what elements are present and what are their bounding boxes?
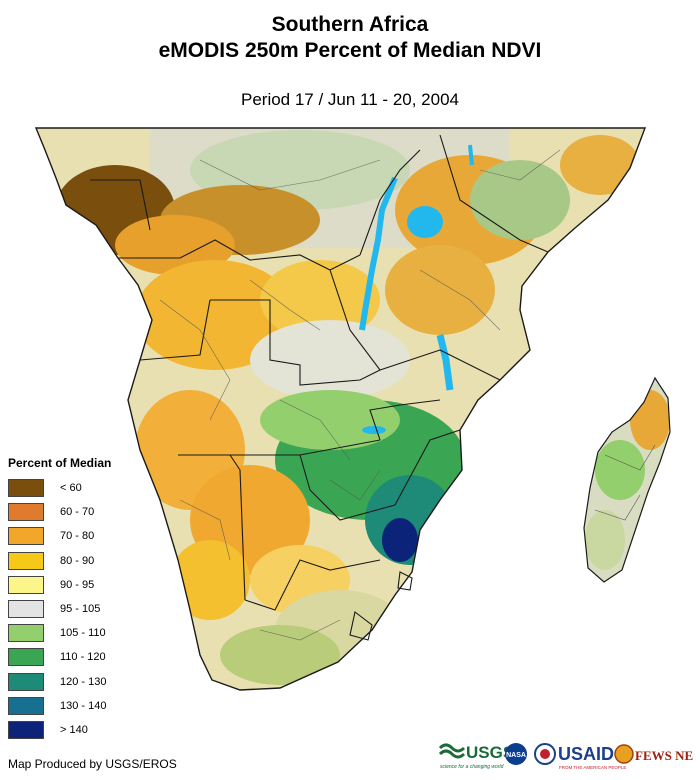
legend-item: 90 - 95: [8, 573, 138, 597]
province-borders: [159, 149, 561, 641]
map-subtitle: Period 17 / Jun 11 - 20, 2004: [240, 90, 459, 109]
map-title-line1: Southern Africa: [271, 13, 429, 36]
legend-label: > 140: [60, 723, 88, 736]
legend-item: 130 - 140: [8, 694, 138, 718]
usaid-tagline: FROM THE AMERICAN PEOPLE: [559, 765, 626, 770]
usgs-wordmark: USGS: [466, 743, 514, 762]
usaid-logo: USAID FROM THE AMERICAN PEOPLE: [558, 744, 626, 770]
legend-swatch: [8, 720, 44, 739]
legend-item: 80 - 90: [8, 549, 138, 573]
legend-label: 110 - 120: [60, 651, 106, 664]
usaid-seal-icon: [534, 743, 556, 765]
usaid-wordmark: USAID: [558, 744, 614, 764]
legend-items: < 60 60 - 70 70 - 80 80 - 90 90 - 95 95 - 105…: [8, 476, 138, 742]
legend-swatch: [8, 696, 44, 715]
legend-item: 105 - 110: [8, 621, 138, 645]
legend-label: 95 - 105: [60, 603, 101, 616]
usgs-tagline: science for a changing world: [440, 764, 504, 770]
madagascar-province-borders: [594, 444, 656, 521]
legend-item: < 60: [8, 476, 138, 500]
legend-swatch: [8, 551, 44, 570]
legend-item: > 140: [8, 718, 138, 742]
legend-swatch: [8, 648, 44, 667]
legend-label: < 60: [60, 482, 82, 495]
legend-label: 60 - 70: [60, 506, 95, 519]
legend-label: 120 - 130: [60, 675, 107, 688]
nasa-logo: NASA: [505, 743, 527, 765]
agency-logos: USGS science for a changing world NASA U…: [438, 743, 693, 770]
ndvi-raster: [55, 128, 640, 685]
legend-label: 105 - 110: [60, 627, 106, 640]
legend: Percent of Median < 60 60 - 70 70 - 80 80 -…: [8, 456, 138, 742]
legend-swatch: [8, 479, 44, 498]
legend-swatch: [8, 624, 44, 643]
legend-swatch: [8, 503, 44, 522]
legend-label: 70 - 80: [60, 530, 95, 543]
nasa-wordmark: NASA: [506, 752, 526, 759]
legend-swatch: [8, 527, 44, 546]
fews-net-logo: FEWS NET: [614, 744, 693, 764]
legend-swatch: [8, 672, 44, 691]
legend-item: 70 - 80: [8, 524, 138, 548]
legend-label: 130 - 140: [60, 699, 107, 712]
legend-swatch: [8, 575, 44, 594]
legend-item: 60 - 70: [8, 500, 138, 524]
legend-label: 90 - 95: [60, 578, 95, 591]
legend-item: 110 - 120: [8, 645, 138, 669]
usgs-logo: USGS science for a changing world: [438, 743, 514, 770]
legend-item: 95 - 105: [8, 597, 138, 621]
country-borders: [90, 134, 549, 641]
fews-net-wordmark: FEWS NET: [635, 748, 693, 763]
legend-label: 80 - 90: [60, 554, 95, 567]
legend-swatch: [8, 600, 44, 619]
ndvi-map: [35, 127, 671, 691]
legend-title: Percent of Median: [8, 456, 112, 470]
legend-item: 120 - 130: [8, 670, 138, 694]
map-title-line2: eMODIS 250m Percent of Median NDVI: [158, 39, 542, 62]
credit-text: Map Produced by USGS/EROS: [8, 757, 177, 771]
